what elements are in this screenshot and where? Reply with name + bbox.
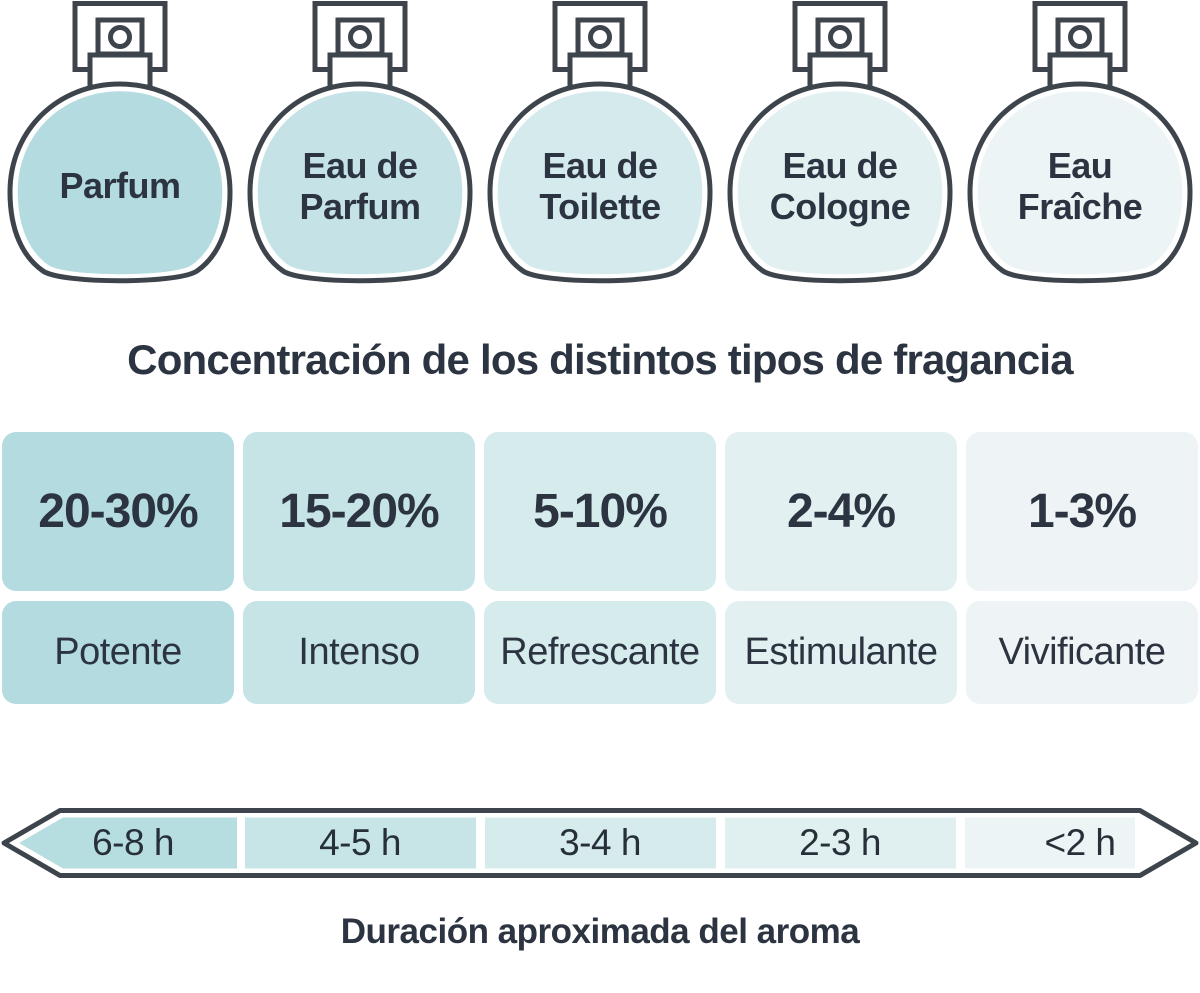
duration-caption: Duración aproximada del aroma — [340, 912, 860, 951]
concentration-cell-1: 20-30% — [2, 432, 234, 591]
bottle-label: Eau de Cologne — [720, 108, 960, 264]
descriptor-cell-3: Refrescante — [484, 601, 716, 704]
bottle-label-line: Eau de — [782, 144, 898, 186]
bottle-label: Eau Fraîche — [960, 108, 1200, 264]
nozzle-hole-icon — [588, 25, 612, 49]
concentration-cell-4: 2-4% — [725, 432, 957, 591]
perfume-bottle-eau-fraiche: Eau Fraîche — [960, 0, 1200, 300]
descriptor-cell-5: Vivificante — [966, 601, 1198, 704]
bottle-body-fill — [17, 91, 223, 275]
concentration-cell-3: 5-10% — [484, 432, 716, 591]
descriptor-cell-2: Intenso — [243, 601, 475, 704]
bottles-row: Parfum Eau de Parfum — [0, 0, 1200, 300]
concentration-cell-2: 15-20% — [243, 432, 475, 591]
duration-label-2: 4-5 h — [319, 822, 401, 863]
concentration-cell-5: 1-3% — [966, 432, 1198, 591]
nozzle-hole-icon — [1068, 25, 1092, 49]
bottle-body-fill — [257, 91, 463, 275]
bottle-label-line: Cologne — [769, 186, 911, 227]
duration-segment-2 — [245, 817, 476, 869]
bottle-label-line: Toilette — [539, 186, 661, 227]
duration-segment-4 — [725, 817, 956, 869]
perfume-bottle-icon — [487, 1, 713, 284]
bottle-label-line: Parfum — [59, 165, 181, 207]
bottle-label: Eau de Parfum — [240, 108, 480, 264]
duration-arrow: 6-8 h 4-5 h 3-4 h 2-3 h <2 h — [0, 807, 1200, 879]
bottle-body-fill — [737, 91, 943, 275]
duration-segment-5 — [965, 817, 1135, 869]
perfume-bottle-eau-de-toilette: Eau de Toilette — [480, 0, 720, 300]
nozzle-hole-icon — [108, 25, 132, 49]
page-title: Concentración de los distintos tipos de … — [127, 336, 1073, 383]
duration-segment-1 — [19, 817, 237, 869]
bottle-label-line: Eau — [1047, 144, 1113, 186]
perfume-bottle-icon — [727, 1, 953, 284]
duration-label-4: 2-3 h — [799, 822, 881, 863]
perfume-bottle-eau-de-cologne: Eau de Cologne — [720, 0, 960, 300]
bottle-label-line: Parfum — [299, 186, 421, 227]
bottle-label-line: Eau de — [302, 144, 418, 186]
perfume-bottle-parfum: Parfum — [0, 0, 240, 300]
nozzle-hole-icon — [828, 25, 852, 49]
bottle-label: Eau de Toilette — [480, 108, 720, 264]
perfume-bottle-eau-de-parfum: Eau de Parfum — [240, 0, 480, 300]
bottle-body-fill — [497, 91, 703, 275]
bottle-label-line: Fraîche — [1017, 186, 1143, 227]
duration-label-3: 3-4 h — [559, 822, 641, 863]
descriptor-cell-4: Estimulante — [725, 601, 957, 704]
perfume-bottle-icon — [247, 1, 473, 284]
descriptor-cell-1: Potente — [2, 601, 234, 704]
duration-label-1: 6-8 h — [92, 822, 174, 863]
duration-arrow-icon — [1, 808, 1199, 878]
nozzle-hole-icon — [348, 25, 372, 49]
perfume-bottle-icon — [967, 1, 1193, 284]
concentration-table: 20-30% 15-20% 5-10% 2-4% 1-3% Potente In… — [2, 432, 1198, 704]
bottle-body-fill — [977, 91, 1183, 275]
duration-label-5: <2 h — [1044, 822, 1116, 863]
duration-segment-3 — [485, 817, 716, 869]
bottle-label: Parfum — [0, 108, 240, 264]
bottle-label-line: Eau de — [542, 144, 658, 186]
perfume-bottle-icon — [7, 1, 233, 284]
